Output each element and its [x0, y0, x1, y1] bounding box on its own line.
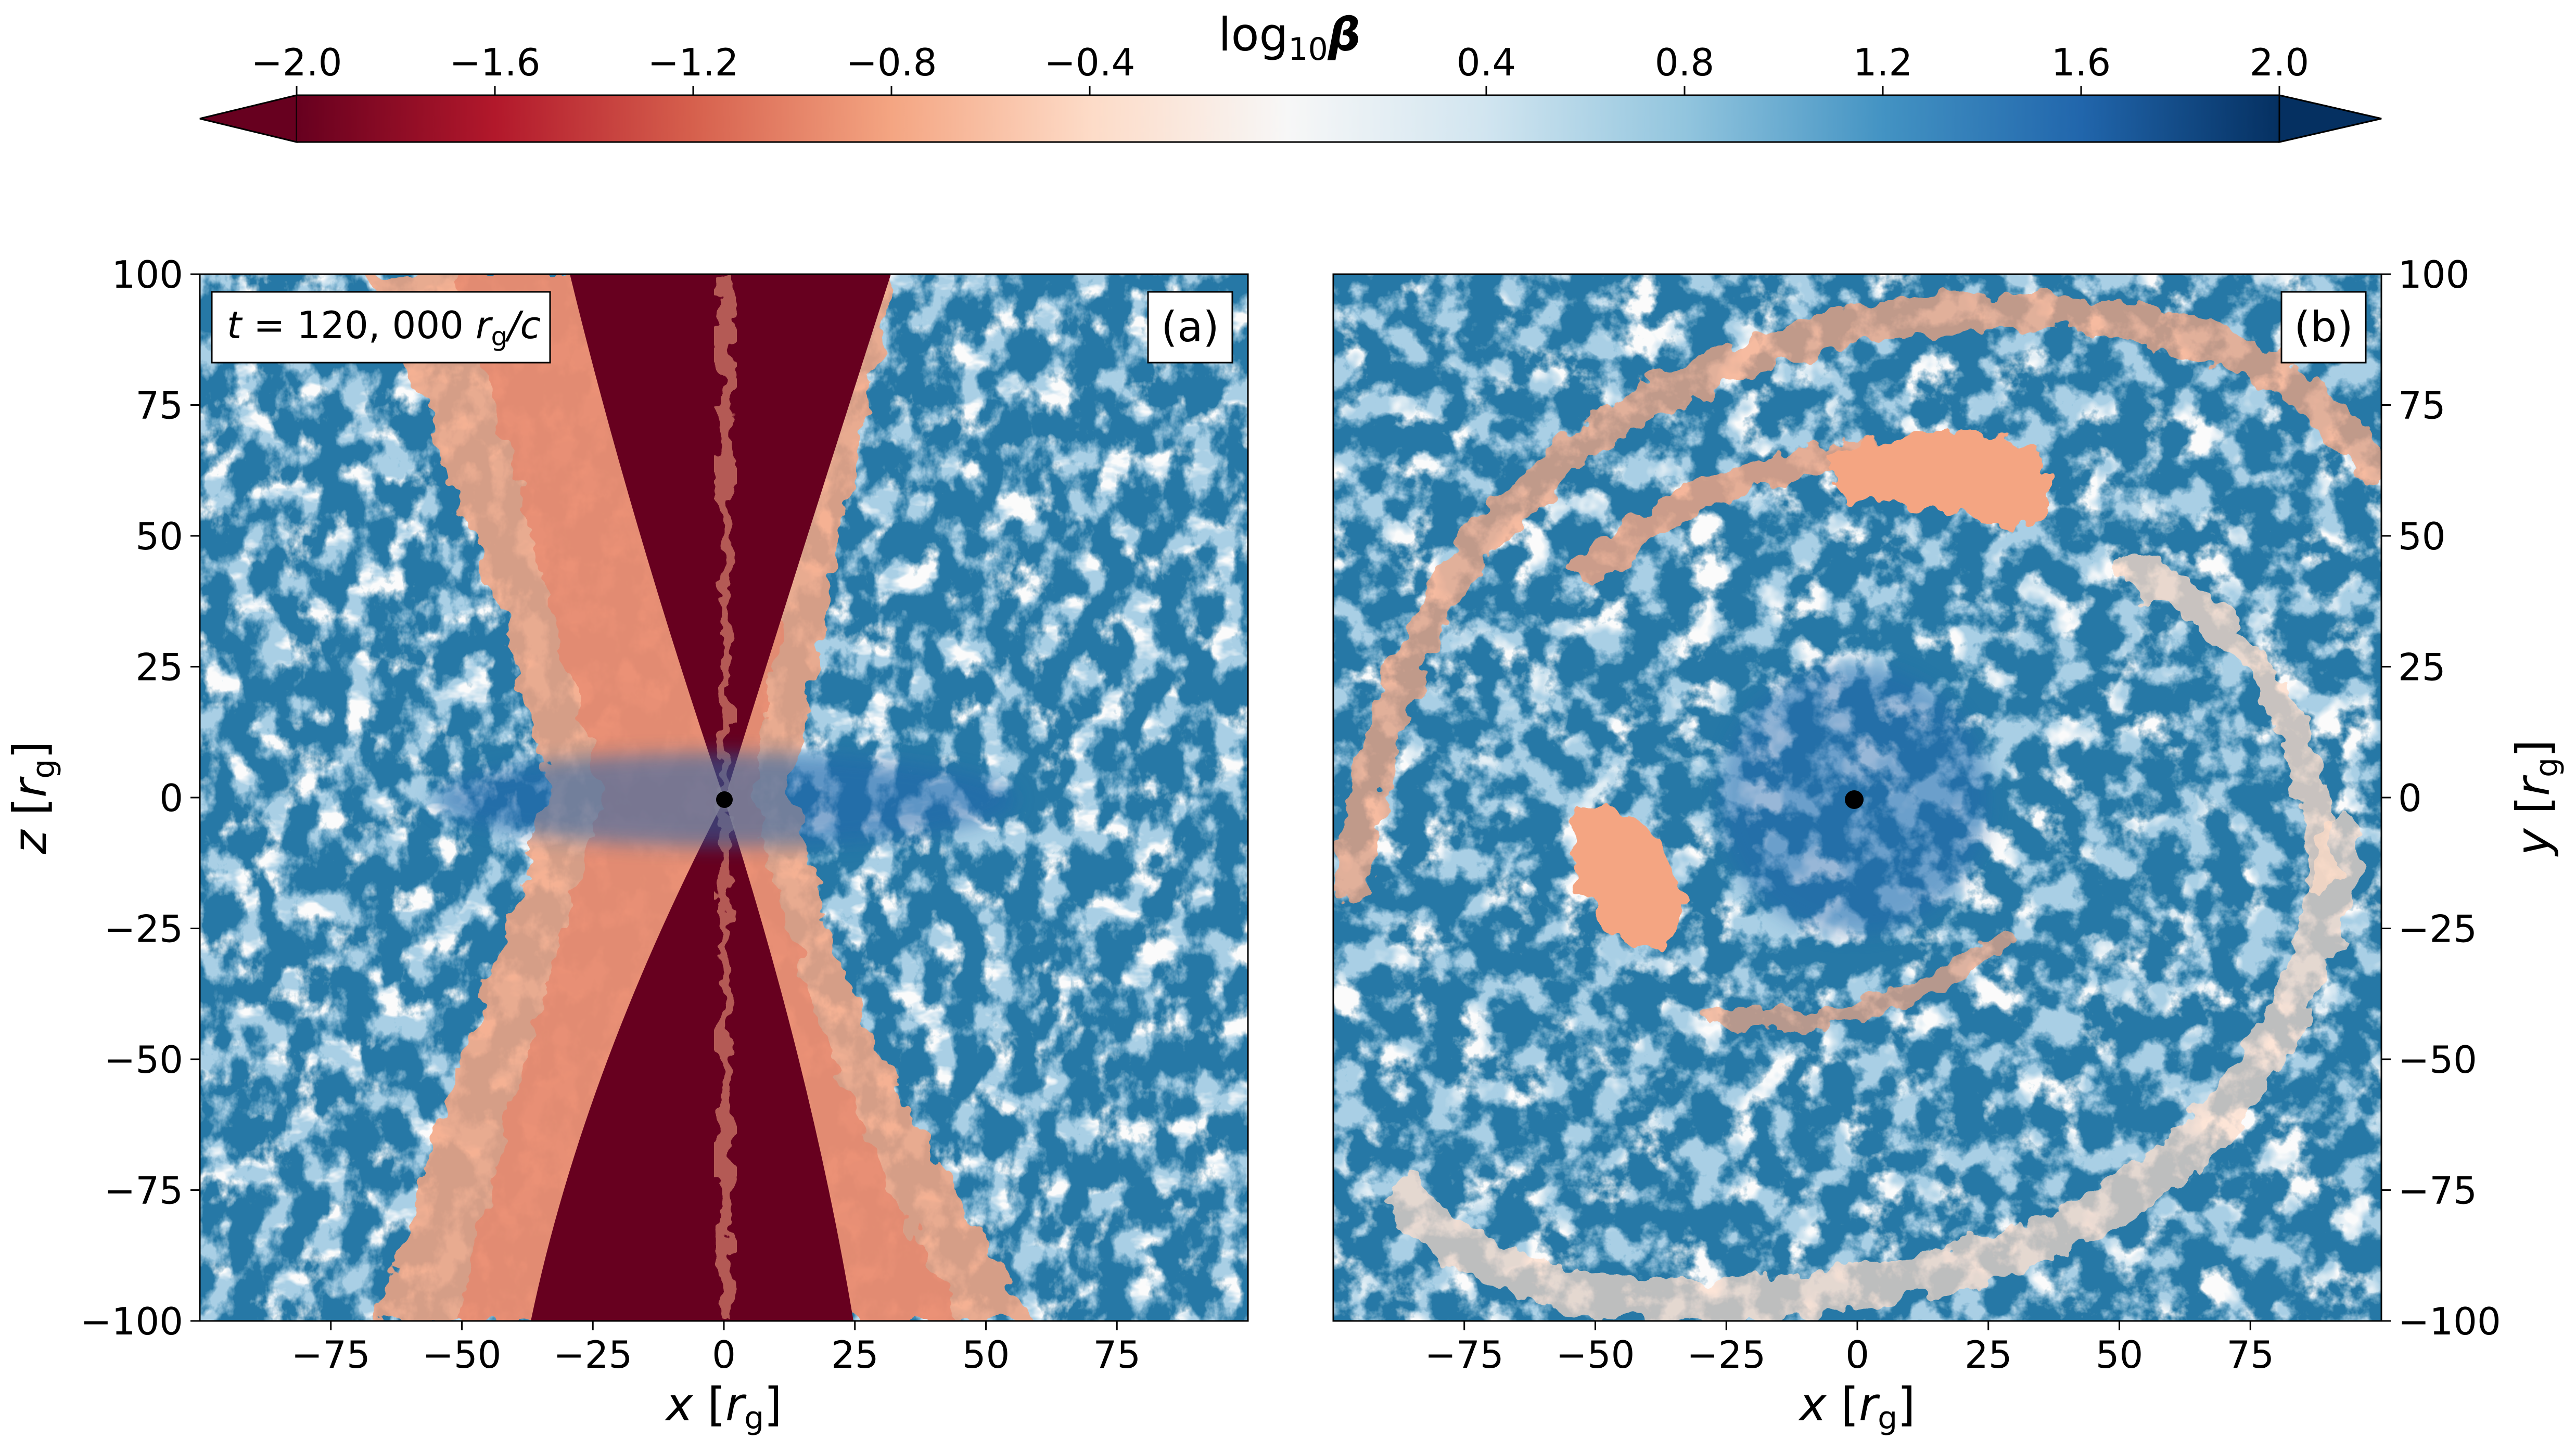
y-tick-label: 75 [2398, 384, 2446, 428]
x-tick-label: 75 [1093, 1333, 1141, 1377]
x-tick-label: 0 [712, 1333, 736, 1377]
panel-a: t = 120, 000 rg/c (a) −75 −50 −25 0 25 50 75 1… [3, 253, 1249, 1436]
x-tick-label: 25 [1965, 1333, 2012, 1377]
time-annotation-box [211, 291, 551, 364]
colorbar-tick-label: 2.0 [2250, 41, 2310, 84]
colorbar-tick-label: −2.0 [251, 41, 342, 84]
y-tick-label: 50 [135, 515, 183, 558]
colorbar-tick-label: 0.8 [1655, 41, 1715, 84]
panel-a-ylabel: z [rg] [3, 741, 62, 854]
x-tick-label: 0 [1845, 1333, 1869, 1377]
x-tick-label: −25 [1687, 1333, 1766, 1377]
y-tick-label: 100 [2398, 253, 2469, 297]
y-tick-label: 0 [159, 776, 183, 820]
colorbar-label: log10β [1218, 8, 1361, 68]
x-tick-label: 50 [2096, 1333, 2144, 1377]
colorbar-bar [297, 95, 2279, 142]
y-tick-label: −25 [2398, 907, 2477, 951]
y-tick-label: 100 [112, 253, 183, 297]
panel-b-yticks: 100 75 50 25 0 −25 −50 −75 −100 [2381, 253, 2501, 1343]
panel-b-label-box [2280, 291, 2367, 364]
colorbar-tick-label: −1.2 [648, 41, 739, 84]
black-hole-marker-b [1845, 790, 1864, 809]
colorbar-tick-label: 1.6 [2051, 41, 2111, 84]
panel-a-field [200, 274, 1248, 1321]
panel-b: (b) −75 −50 −25 0 25 50 75 1007550250−25−50−75… [1332, 253, 2565, 1436]
panel-a-label-box [1147, 291, 1233, 364]
panel-b-xticks: −75 −50 −25 0 25 50 75 [1425, 1321, 2274, 1377]
y-tick-label: −50 [2398, 1038, 2477, 1082]
panel-b-field [1333, 274, 2381, 1321]
x-tick-label: 75 [2226, 1333, 2274, 1377]
x-tick-label: −75 [1425, 1333, 1504, 1377]
x-tick-label: −50 [423, 1333, 502, 1377]
y-tick-label: −50 [104, 1038, 183, 1082]
panel-b-xlabel: x [rg] [1797, 1378, 1915, 1436]
colorbar: log10β −2.0 −1.6 −1.2 −0.8 −0.4 0.4 0.8 1.2 1.6 2… [199, 8, 2382, 143]
y-tick-label: 75 [135, 384, 183, 428]
colorbar-tick-label: 0.4 [1457, 41, 1516, 84]
x-tick-label: 25 [831, 1333, 879, 1377]
colorbar-extend-max [2278, 94, 2382, 143]
y-tick-label: −75 [2398, 1169, 2477, 1213]
y-tick-label: 25 [2398, 646, 2446, 689]
colorbar-extend-min [199, 94, 298, 143]
panel-a-xlabel: x [rg] [664, 1378, 782, 1436]
panel-a-label: (a) [1161, 303, 1219, 351]
x-tick-label: −25 [553, 1333, 632, 1377]
x-tick-label: 50 [962, 1333, 1010, 1377]
x-tick-label: −50 [1556, 1333, 1635, 1377]
time-annotation: t = 120, 000 rg/c [227, 303, 541, 352]
y-tick-label: −100 [2398, 1300, 2501, 1343]
y-tick-label: −75 [104, 1169, 183, 1213]
panel-a-xticks: −75 −50 −25 0 25 50 75 [291, 1321, 1141, 1377]
colorbar-tick-label: −0.4 [1044, 41, 1136, 84]
colorbar-tick-label: 1.2 [1853, 41, 1913, 84]
y-tick-label: −100 [80, 1300, 183, 1343]
y-tick-label: 0 [2398, 776, 2422, 820]
x-tick-label: −75 [291, 1333, 371, 1377]
black-hole-marker-a [716, 791, 733, 808]
panel-a-yticks: 100 75 50 25 0 −25 −50 −75 −100 [80, 253, 200, 1343]
colorbar-tick-label: −0.8 [846, 41, 937, 84]
colorbar-ticks: −2.0 −1.6 −1.2 −0.8 −0.4 0.4 0.8 1.2 1.6 2.0 [251, 41, 2310, 95]
panel-b-ylabel: y [rg] [2506, 739, 2565, 857]
y-tick-label: −25 [104, 907, 183, 951]
panel-b-label: (b) [2294, 303, 2353, 351]
y-tick-label: 25 [135, 646, 183, 689]
colorbar-tick-label: −1.6 [450, 41, 541, 84]
y-tick-label: 50 [2398, 515, 2446, 558]
